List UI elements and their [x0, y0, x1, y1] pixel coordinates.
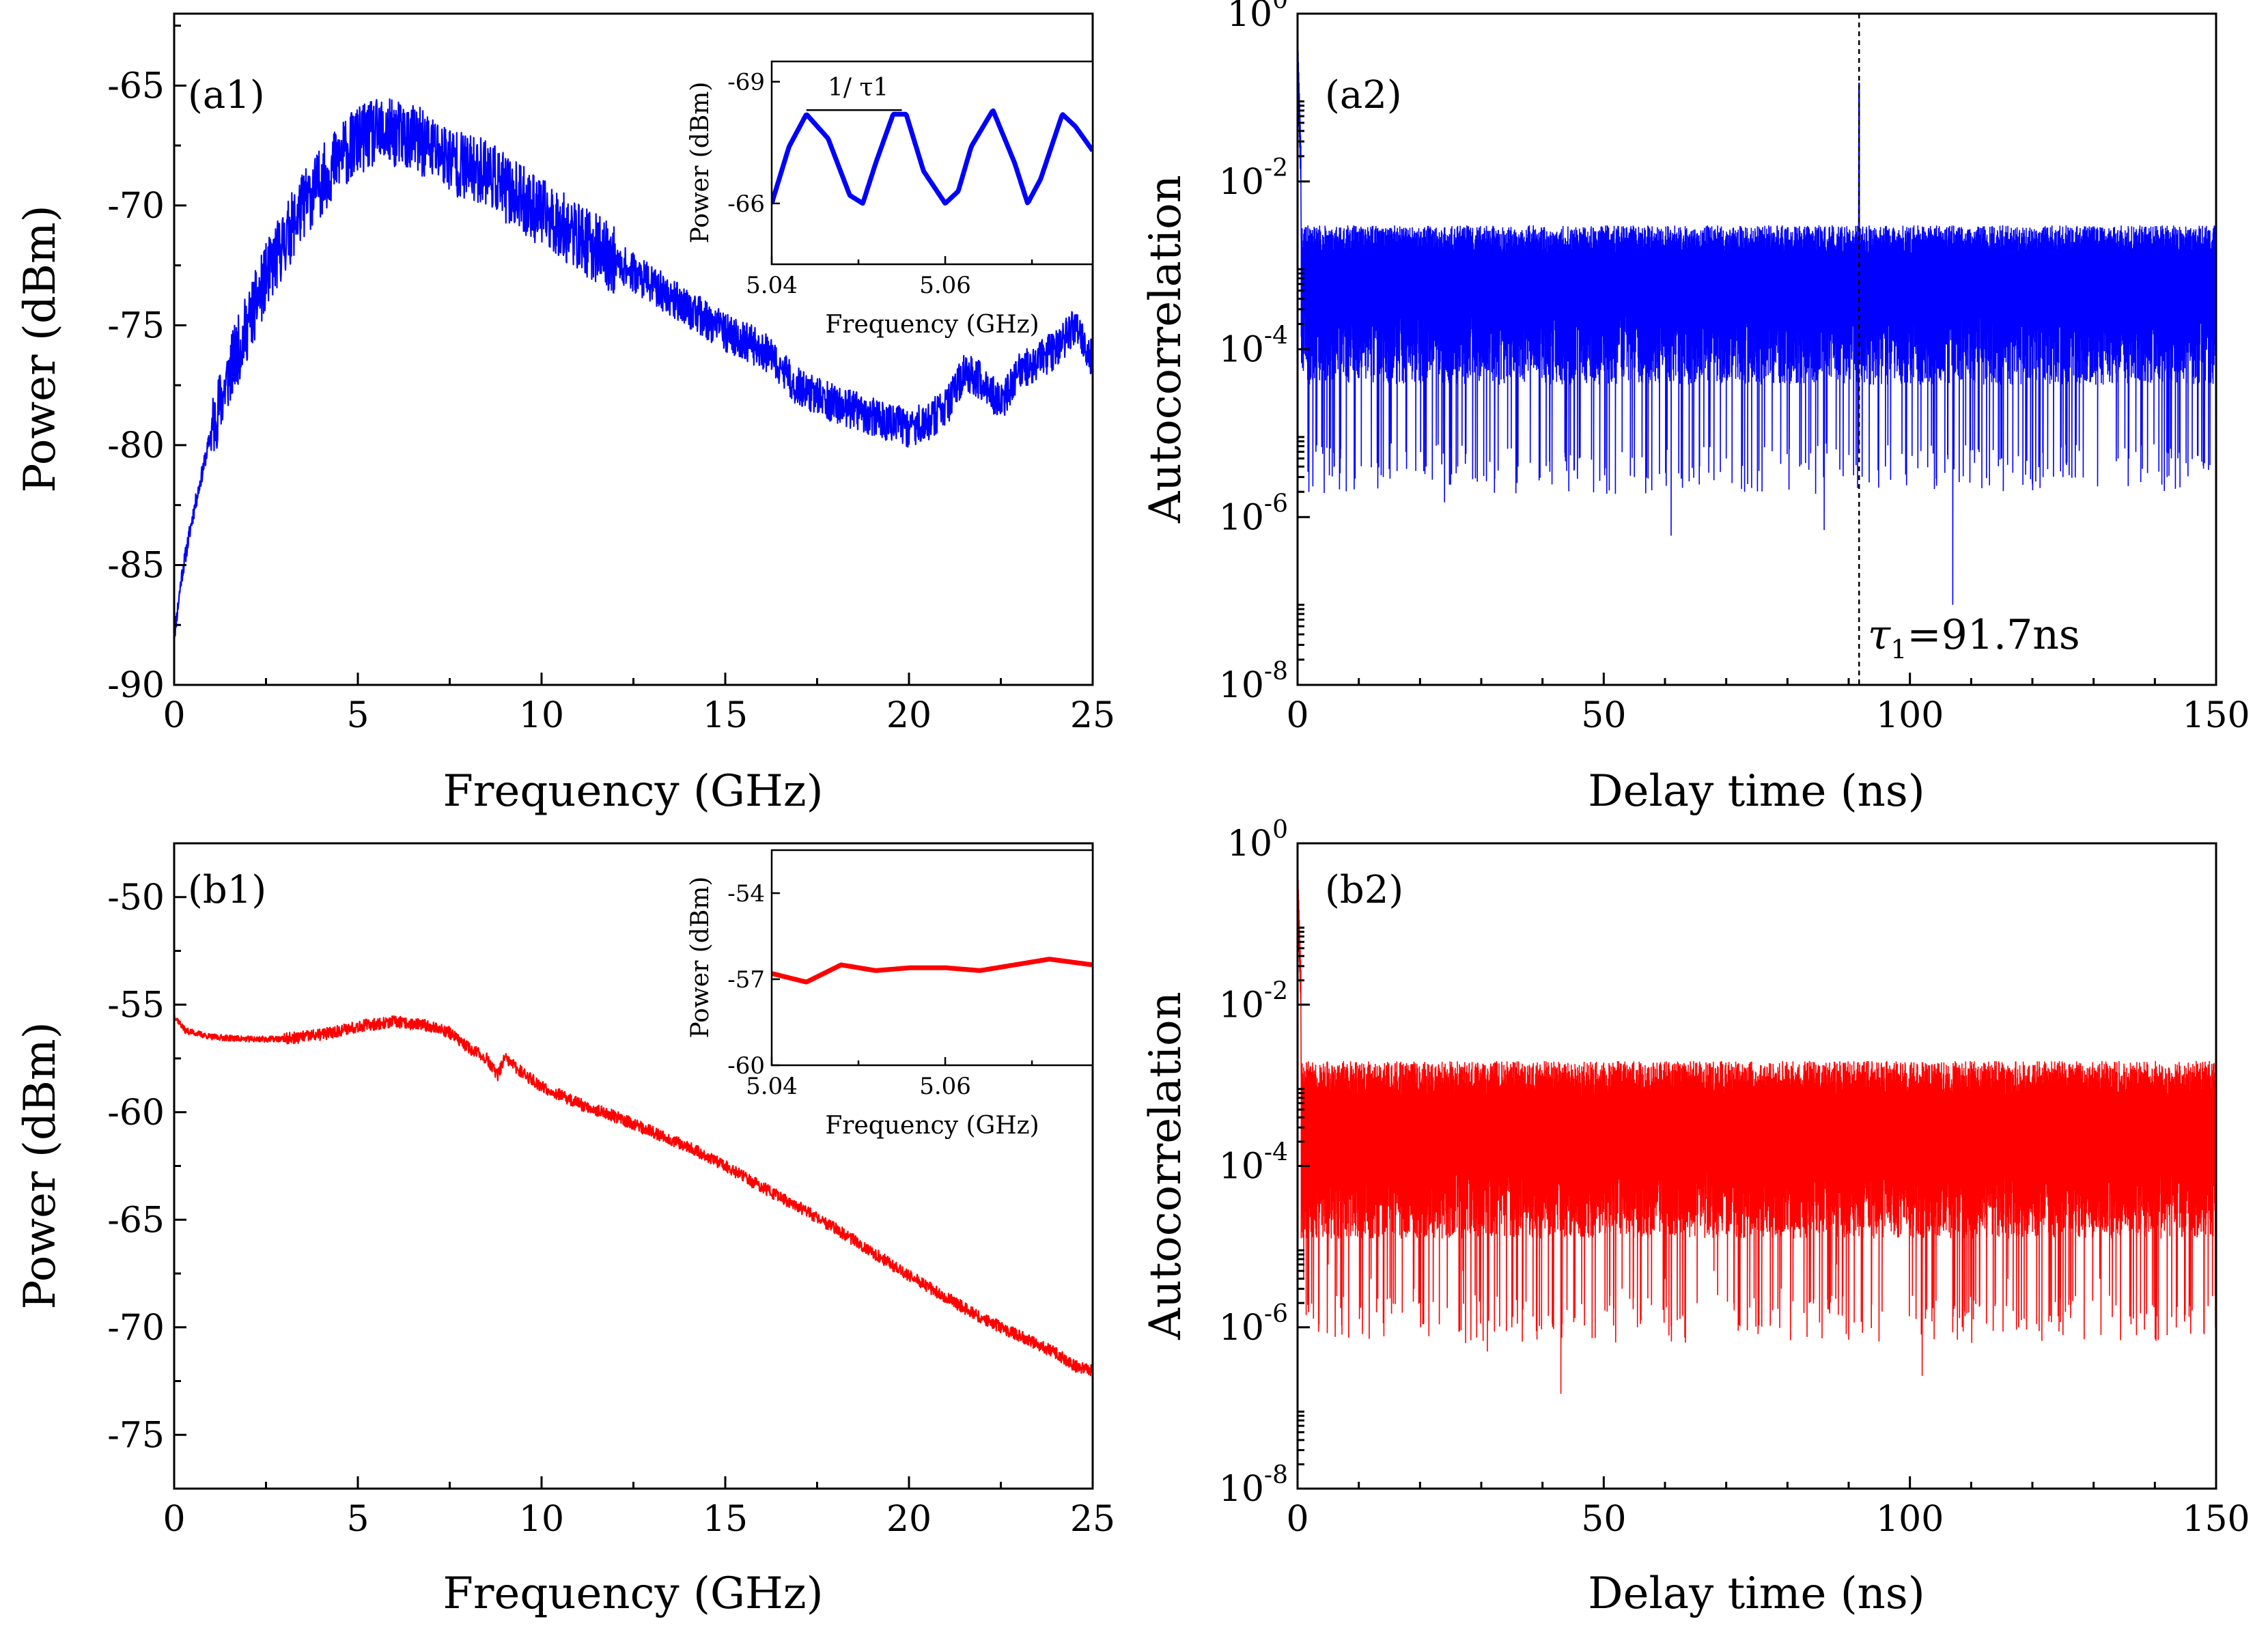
b2-x-tick-label: 0 — [1286, 1499, 1308, 1540]
a1-inset-y-tick-label: -69 — [727, 69, 765, 96]
a2-x-tick-label: 100 — [1876, 695, 1944, 736]
a2-x-axis-label: Delay time (ns) — [1588, 766, 1924, 817]
b1-inset-frame — [770, 849, 1094, 1067]
a1-x-tick-label: 10 — [519, 695, 564, 736]
a2-y-tick-label: 100 — [1227, 0, 1288, 35]
b1-inset-y-tick-label: -57 — [727, 966, 765, 994]
b2-y-tick-label: 100 — [1227, 816, 1288, 864]
b1-ticks: 0 5 10 15 20 25 -75 -70 -65 -60 -55 -50 — [107, 877, 1115, 1540]
a2-tau-subscript: 1 — [1890, 634, 1907, 664]
b1-x-axis-label: Frequency (GHz) — [443, 1568, 823, 1619]
a2-x-tick-label: 150 — [2182, 695, 2250, 736]
b2-y-tick-label: 10-4 — [1219, 1139, 1288, 1187]
b2-panel-label: (b2) — [1325, 868, 1403, 912]
a2-y-tick-label: 10-8 — [1219, 658, 1288, 706]
b1-y-tick-label: -55 — [107, 985, 165, 1026]
a1-x-tick-label: 15 — [703, 695, 748, 736]
b2-x-tick-label: 100 — [1876, 1499, 1944, 1540]
b1-inset-y-axis-label: Power (dBm) — [686, 877, 714, 1039]
a1-y-axis-label: Power (dBm) — [15, 205, 66, 492]
b2-y-axis-label: Autocorrelation — [1140, 991, 1191, 1340]
a1-panel-label: (a1) — [188, 73, 265, 117]
a2-peak-annotation: τ1=91.7ns — [1868, 611, 2080, 664]
b1-y-tick-label: -75 — [107, 1415, 165, 1456]
a1-inset-y-tick-label: -66 — [727, 191, 765, 218]
a1-inset-x-tick-label: 5.06 — [919, 272, 971, 299]
a2-tau-value: =91.7ns — [1907, 611, 2080, 659]
b1-x-tick-label: 10 — [519, 1499, 564, 1540]
a1-series-line — [174, 98, 1093, 642]
a1-x-tick-label: 25 — [1070, 695, 1115, 736]
b2-y-tick-label: 10-2 — [1219, 977, 1288, 1026]
panel-a2: 0 50 100 150 10-8 10-6 10-4 10-2 100 (a2) τ1=91.… — [1140, 0, 2250, 817]
b1-x-tick-label: 20 — [886, 1499, 932, 1540]
b1-series-line — [174, 1014, 1093, 1377]
b2-y-tick-label: 10-8 — [1219, 1461, 1288, 1510]
a1-x-axis-label: Frequency (GHz) — [443, 766, 823, 817]
a1-inset-background — [772, 61, 1093, 264]
a1-x-tick-label: 20 — [886, 695, 932, 736]
b1-x-tick-label: 25 — [1070, 1499, 1115, 1540]
a2-x-tick-label: 50 — [1581, 695, 1626, 736]
a1-inset-x-tick-label: 5.04 — [746, 272, 798, 299]
b2-y-tick-label: 10-6 — [1219, 1300, 1288, 1349]
b1-y-axis-label: Power (dBm) — [15, 1022, 66, 1309]
b1-inset-series-line — [772, 957, 1093, 985]
panel-b2: 0 50 100 150 10-8 10-6 10-4 10-2 100 (b2) Delay … — [1140, 816, 2250, 1619]
a1-inset-period-label: 1/ τ1 — [828, 74, 888, 102]
b1-inset: 5.04 5.06 -60 -57 -54 Frequency (GHz) Power … — [686, 849, 1094, 1140]
a2-x-tick-label: 0 — [1286, 695, 1308, 736]
a2-y-tick-label: 10-2 — [1219, 154, 1288, 203]
a2-tau-symbol: τ — [1868, 611, 1891, 659]
b1-inset-ticks: 5.04 5.06 -60 -57 -54 — [727, 880, 1033, 1100]
a1-y-tick-label: -75 — [107, 305, 165, 346]
b1-y-tick-label: -65 — [107, 1200, 165, 1241]
a1-inset-y-axis-label: Power (dBm) — [686, 82, 714, 244]
b1-y-tick-label: -70 — [107, 1308, 165, 1349]
a1-y-tick-label: -70 — [107, 186, 165, 227]
a1-ticks: 0 5 10 15 20 25 -90 -85 -80 -75 -70 -65 — [107, 25, 1115, 736]
a1-inset-ticks: 5.04 5.06 -69 -66 — [727, 69, 1033, 299]
b1-inset-x-tick-label: 5.04 — [746, 1073, 798, 1100]
panel-b1: 0 5 10 15 20 25 -75 -70 -65 -60 -55 -50 (b1) Freque… — [15, 842, 1115, 1619]
b2-x-tick-label: 150 — [2182, 1499, 2250, 1540]
a1-y-tick-label: -90 — [107, 665, 165, 706]
a2-ticks: 0 50 100 150 10-8 10-6 10-4 10-2 100 — [1219, 0, 2250, 736]
b2-x-tick-label: 50 — [1581, 1499, 1626, 1540]
a2-panel-label: (a2) — [1325, 73, 1402, 117]
a2-y-tick-label: 10-6 — [1219, 490, 1288, 538]
panel-a1: 0 5 10 15 20 25 -90 -85 -80 -75 -70 -65 (a1) Freque… — [15, 12, 1115, 817]
a1-y-tick-label: -85 — [107, 545, 165, 586]
b1-y-tick-label: -60 — [107, 1093, 165, 1134]
a1-y-tick-label: -65 — [107, 66, 165, 107]
b1-x-tick-label: 5 — [346, 1499, 369, 1540]
b1-inset-background — [772, 850, 1093, 1065]
a1-y-tick-label: -80 — [107, 425, 165, 466]
a1-inset-x-axis-label: Frequency (GHz) — [825, 311, 1039, 339]
a2-series-line — [1298, 14, 2216, 605]
b1-y-tick-label: -50 — [107, 877, 165, 918]
b1-inset-y-tick-label: -60 — [727, 1052, 765, 1080]
a2-y-axis-label: Autocorrelation — [1140, 175, 1191, 524]
b2-series-line — [1298, 843, 2216, 1394]
a2-y-tick-label: 10-4 — [1219, 322, 1288, 371]
a1-inset: 5.04 5.06 -69 -66 1/ τ1 Frequency (GHz) Pow… — [686, 60, 1094, 339]
b2-ticks: 0 50 100 150 10-8 10-6 10-4 10-2 100 — [1219, 816, 2250, 1540]
b1-inset-x-axis-label: Frequency (GHz) — [825, 1112, 1039, 1140]
b2-x-axis-label: Delay time (ns) — [1588, 1568, 1924, 1619]
a1-x-tick-label: 0 — [163, 695, 185, 736]
b1-inset-y-tick-label: -54 — [727, 880, 765, 908]
a1-x-tick-label: 5 — [346, 695, 369, 736]
a1-inset-frame — [770, 60, 1094, 266]
b1-x-tick-label: 0 — [163, 1499, 185, 1540]
b1-x-tick-label: 15 — [703, 1499, 748, 1540]
a1-inset-series-line — [772, 108, 1093, 206]
b1-inset-x-tick-label: 5.06 — [919, 1073, 971, 1100]
b1-panel-label: (b1) — [188, 868, 266, 912]
